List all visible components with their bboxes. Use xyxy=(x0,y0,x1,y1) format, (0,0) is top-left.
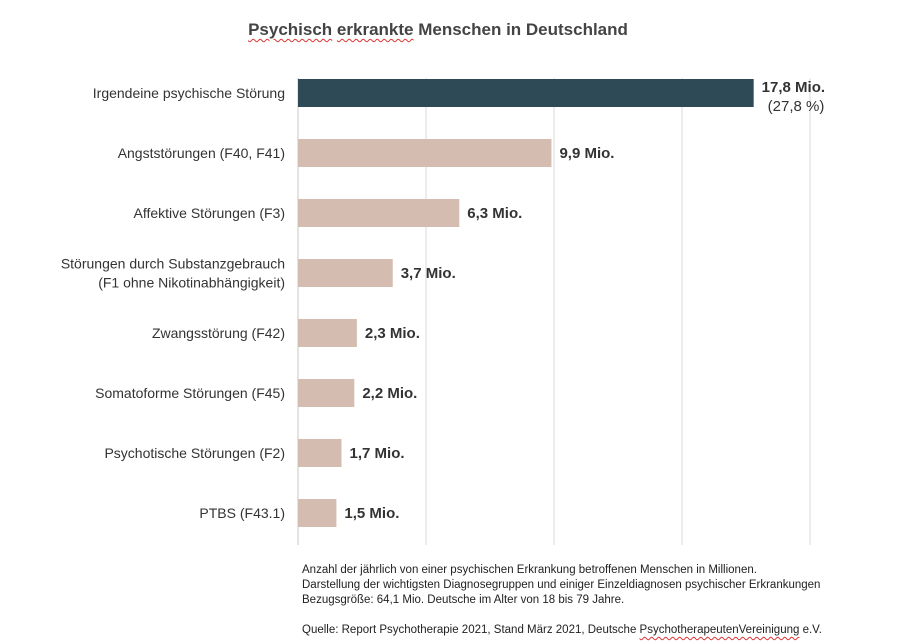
data-label: 6,3 Mio. xyxy=(467,205,522,222)
bar xyxy=(298,379,355,407)
data-label: 1,5 Mio. xyxy=(344,505,399,522)
data-label: 9,9 Mio. xyxy=(559,145,614,162)
data-label: 2,2 Mio. xyxy=(362,385,417,402)
chart-title: Psychisch erkrankte Menschen in Deutschl… xyxy=(248,20,628,39)
note-line-2: Darstellung der wichtigsten Diagnosegrup… xyxy=(302,579,821,591)
note-line-3: Bezugsgröße: 64,1 Mio. Deutsche im Alter… xyxy=(302,594,625,606)
bar xyxy=(298,319,357,347)
category-label: Psychotische Störungen (F2) xyxy=(104,445,285,461)
footnotes: Anzahl der jährlich von einer psychische… xyxy=(302,563,822,638)
bar xyxy=(298,439,342,467)
data-label: 2,3 Mio. xyxy=(365,325,420,342)
data-label: 17,8 Mio. xyxy=(762,79,825,96)
bar xyxy=(298,79,754,107)
bar xyxy=(298,199,460,227)
data-label: 1,7 Mio. xyxy=(350,445,405,462)
bar-chart: Irgendeine psychische Störung 17,8 Mio. (2… xyxy=(61,78,825,545)
bar xyxy=(298,499,337,527)
source-note: Quelle: Report Psychotherapie 2021, Stan… xyxy=(302,624,822,636)
category-label: Zwangsstörung (F42) xyxy=(152,325,285,341)
category-label: Störungen durch Substanzgebrauch xyxy=(61,256,285,272)
category-label: Affektive Störungen (F3) xyxy=(134,205,285,221)
note-line-1: Anzahl der jährlich von einer psychische… xyxy=(302,564,757,576)
percent-label: (27,8 %) xyxy=(768,98,825,115)
bar xyxy=(298,259,393,287)
category-label: Angststörungen (F40, F41) xyxy=(118,145,285,161)
category-label: Irgendeine psychische Störung xyxy=(93,85,285,101)
bar xyxy=(298,139,552,167)
category-label: (F1 ohne Nikotinabhängigkeit) xyxy=(98,275,285,291)
category-label: PTBS (F43.1) xyxy=(199,505,285,521)
category-label: Somatoforme Störungen (F45) xyxy=(95,385,285,401)
data-label: 3,7 Mio. xyxy=(401,265,456,282)
